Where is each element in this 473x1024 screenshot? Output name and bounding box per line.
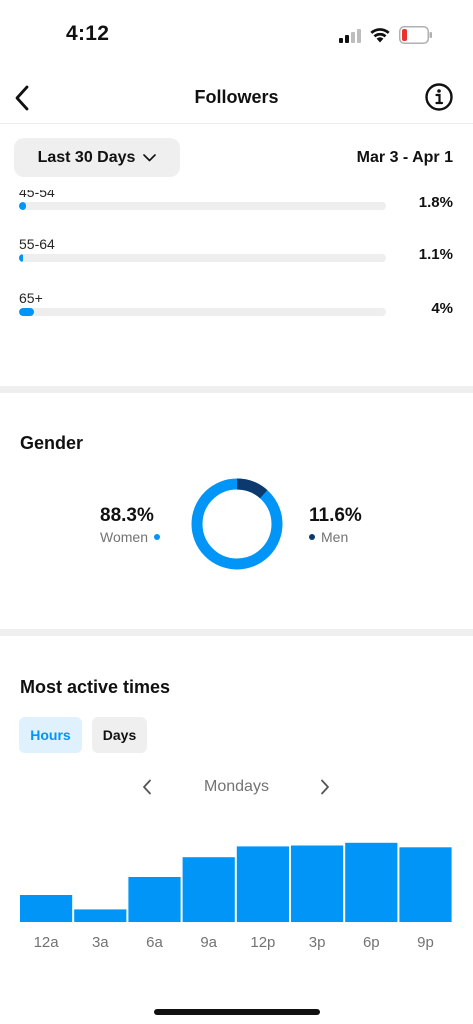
day-label: Mondays — [204, 778, 269, 795]
chart-bar-9p[interactable] — [399, 847, 452, 922]
previous-day-button[interactable] — [135, 775, 159, 799]
women-legend-dot — [153, 534, 160, 540]
women-stat: 88.3% Women — [100, 505, 160, 545]
wifi-icon — [370, 28, 390, 43]
chevron-down-icon — [143, 153, 157, 161]
section-divider — [0, 386, 473, 393]
age-row: 65+ 4% — [0, 290, 473, 330]
men-label: Men — [321, 529, 349, 545]
gender-title: Gender — [20, 433, 84, 453]
page-title: Followers — [194, 87, 279, 107]
chart-tick-label: 12a — [34, 934, 60, 951]
age-bar-fill — [19, 254, 24, 262]
age-bar-track — [19, 308, 386, 316]
men-stat: 11.6% Men — [309, 505, 362, 545]
info-icon[interactable] — [424, 82, 454, 112]
cellular-signal-icon — [339, 27, 363, 43]
most-active-times-title: Most active times — [20, 677, 171, 697]
status-bar: 4:12 — [0, 0, 473, 62]
date-range-text: Mar 3 - Apr 1 — [356, 149, 453, 166]
age-range-percent: 4% — [431, 300, 453, 317]
tab-hours[interactable]: Hours — [19, 717, 82, 753]
chart-bar-9a[interactable] — [182, 857, 235, 922]
age-range-label: 55-64 — [19, 236, 55, 252]
age-bar-fill — [19, 308, 34, 316]
battery-low-icon — [399, 26, 432, 44]
chart-tick-label: 3p — [309, 934, 326, 951]
men-legend-dot — [309, 534, 315, 540]
chart-bar-12p[interactable] — [236, 846, 289, 922]
chart-tick-label: 6p — [363, 934, 380, 951]
age-range-label: 65+ — [19, 290, 43, 306]
age-range-percent: 1.8% — [418, 194, 453, 211]
age-bar-fill — [19, 202, 26, 210]
chart-bar-6a[interactable] — [128, 877, 181, 922]
age-row: 55-64 1.1% — [0, 236, 473, 276]
donut-women-segment — [191, 478, 283, 570]
date-range-dropdown-label: Last 30 Days — [37, 148, 136, 166]
home-indicator — [154, 1009, 320, 1015]
date-range-dropdown[interactable]: Last 30 Days — [14, 138, 180, 177]
age-bar-track — [19, 254, 386, 262]
chart-bar-3a[interactable] — [74, 909, 127, 922]
age-range-list: 45-54 1.8% 55-64 1.1% 65+ 4% — [0, 190, 473, 386]
chart-tick-label: 9a — [200, 934, 217, 951]
section-divider — [0, 629, 473, 636]
age-bar-track — [19, 202, 386, 210]
age-range-percent: 1.1% — [418, 246, 453, 263]
status-time: 4:12 — [66, 22, 110, 45]
tab-days[interactable]: Days — [92, 717, 147, 753]
back-button[interactable] — [6, 80, 38, 116]
chart-bar-3p[interactable] — [291, 845, 344, 923]
chevron-left-icon — [15, 85, 29, 111]
nav-bar: Followers — [0, 72, 473, 124]
chart-tick-label: 12p — [250, 934, 275, 951]
age-row: 45-54 1.8% — [0, 190, 473, 224]
chevron-left-icon — [143, 779, 151, 795]
chart-bar-6p[interactable] — [345, 842, 398, 922]
women-percent: 88.3% — [100, 505, 154, 526]
day-selector: Mondays — [0, 772, 473, 802]
chart-bar-12a[interactable] — [20, 895, 73, 922]
chart-tick-label: 3a — [92, 934, 109, 951]
women-label: Women — [100, 529, 148, 545]
next-day-button[interactable] — [313, 775, 337, 799]
gender-donut-chart — [191, 478, 283, 570]
donut-men-segment — [191, 478, 283, 570]
most-active-times-chart: 12a 3a 6a 9a 12p 3p 6p 9p — [20, 842, 452, 951]
men-percent: 11.6% — [309, 505, 362, 526]
chevron-right-icon — [321, 779, 329, 795]
chart-tick-label: 6a — [146, 934, 163, 951]
age-range-label: 45-54 — [19, 190, 55, 200]
chart-tick-label: 9p — [417, 934, 434, 951]
